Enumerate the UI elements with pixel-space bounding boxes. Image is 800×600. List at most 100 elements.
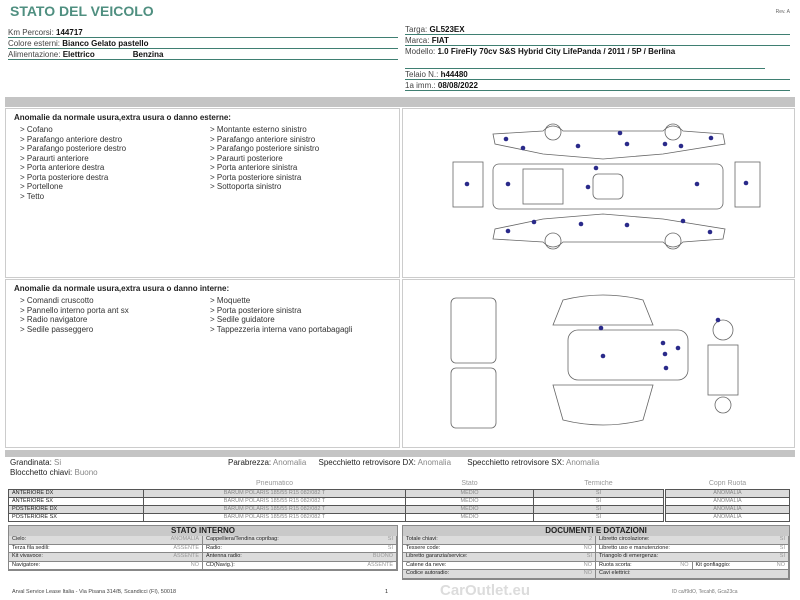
page-number: 1 xyxy=(385,589,389,595)
kv-label: Antenna radio: xyxy=(206,553,242,559)
kv-label: Catene da neve: xyxy=(406,561,447,568)
damage-marker xyxy=(680,218,686,224)
damage-item: > Parafango anteriore destro xyxy=(20,134,123,144)
damage-marker xyxy=(624,222,630,228)
vehicle-info-right: Targa: GL523EX Marca: FIAT Modello: 1.0 … xyxy=(405,24,790,91)
tyre-position: ANTERIORE SX xyxy=(8,496,144,506)
wheel-cover-status: ANOMALIA xyxy=(665,504,790,514)
tyre-position: POSTERIORE DX xyxy=(8,504,144,514)
mirror-dx-value: Anomalia xyxy=(417,458,452,467)
kv-value: NO xyxy=(680,561,689,568)
kv-label: Triangolo di emergenza: xyxy=(599,553,659,559)
damage-item: > Paraurti anteriore xyxy=(20,153,89,163)
fuel-value: Elettrico xyxy=(62,50,95,59)
tyre-position: ANTERIORE DX xyxy=(8,488,144,498)
stato-interno-title: STATO INTERNO xyxy=(9,526,397,536)
damage-marker xyxy=(578,221,584,227)
kv-label: Libretto garanzia/service: xyxy=(406,553,468,559)
kv-value: NO xyxy=(776,561,785,568)
exterior-diagram xyxy=(402,108,795,278)
kv-cell: Navigatore: NO xyxy=(9,561,203,569)
kv-value: SI xyxy=(586,553,592,559)
damage-marker xyxy=(585,184,591,190)
kv-value: NO xyxy=(583,544,592,551)
kv-value: NO xyxy=(583,570,592,576)
kv-row: Catene da neve: NO Ruota scorta: NO Kit gonf… xyxy=(403,561,789,570)
model-row: Modello: 1.0 FireFly 70cv S&S Hybrid Cit… xyxy=(405,46,765,69)
vehicle-info-left: Km Percorsi: 144717 Colore esterni: Bian… xyxy=(8,27,398,60)
kv-row: Totale chiavi: 2 Libretto circolazione: SI xyxy=(403,536,789,545)
watermark-logo: CarOutlet.eu xyxy=(440,582,531,599)
damage-marker xyxy=(464,181,470,187)
registration-value: 08/08/2022 xyxy=(437,81,478,90)
tyre-winter: SI xyxy=(533,496,664,506)
damage-marker xyxy=(617,130,623,136)
damage-item: > Parafango posteriore sinistro xyxy=(210,144,320,153)
damage-item: > Porta posteriore destra xyxy=(20,172,109,182)
fuel-row: Alimentazione: Elettrico Benzina xyxy=(8,49,398,60)
page-title: STATO DEL VEICOLO xyxy=(10,3,154,19)
kv-label: Tessere code: xyxy=(406,544,441,551)
documenti-dotazioni: DOCUMENTI E DOTAZIONI Totale chiavi: 2 Lib… xyxy=(402,525,790,580)
damage-marker xyxy=(505,228,511,234)
glass-mirror-status: Parabrezza: Anomalia Specchietto retrovi… xyxy=(228,458,599,468)
kv-cell: Libretto circolazione: SI xyxy=(596,536,789,544)
kv-label: Kit gonfiaggio: xyxy=(695,561,731,568)
car-interior-diagram xyxy=(450,294,739,429)
damage-marker xyxy=(662,351,668,357)
stato-interno: STATO INTERNO Cielo: ANOMALIA Cappelliera/… xyxy=(8,525,398,571)
kv-cell: Cavi elettrici: xyxy=(596,570,789,578)
wheel-cover-status: ANOMALIA xyxy=(665,496,790,506)
interior-title: Anomalie da normale usura,extra usura o … xyxy=(14,284,230,293)
revision: Rev. A xyxy=(775,9,790,15)
kv-label: Libretto circolazione: xyxy=(599,536,650,542)
tyre-condition: MEDIO xyxy=(405,512,534,522)
label: Parabrezza: xyxy=(228,458,272,467)
kv-value: SI xyxy=(387,536,393,542)
kv-label: Terza fila sedili: xyxy=(12,544,50,551)
damage-item: > Tetto xyxy=(20,191,45,201)
kv-label: CD(Navig.): xyxy=(206,561,235,568)
damage-marker xyxy=(694,181,700,187)
tyre-model: BARUM POLARIS 185/55 R15 082/082 T xyxy=(143,504,406,514)
exterior-title: Anomalie da normale usura,extra usura o … xyxy=(14,113,231,122)
wheel-cover-table: Copri Ruota ANOMALIA ANOMALIA ANOMALIA ANOM… xyxy=(665,480,790,522)
kv-label: Cavi elettrici: xyxy=(599,570,631,576)
tyre-row: ANTERIORE DX BARUM POLARIS 185/55 R15 082… xyxy=(8,488,664,498)
damage-marker xyxy=(503,136,509,142)
kv-cell: Triangolo di emergenza: SI xyxy=(596,553,789,561)
exterior-damage-list: Anomalie da normale usura,extra usura o … xyxy=(5,108,400,278)
damage-marker xyxy=(600,353,606,359)
kv-value: BUONO xyxy=(372,553,393,559)
kv-label: Ruota scorta: xyxy=(599,561,632,568)
damage-marker xyxy=(663,365,669,371)
kv-cell: Kit vivavoce: ASSENTE xyxy=(9,553,203,561)
hail-keys-status: Grandinata: Si Blocchetto chiavi: Buono xyxy=(10,458,98,478)
exterior-col-1: > Cofano > Parafango anteriore destro > Pa… xyxy=(20,125,210,201)
damage-item: > Porta posteriore sinistra xyxy=(210,172,302,182)
hail-value: Si xyxy=(54,458,62,467)
kv-label: Codice autoradio: xyxy=(406,570,450,576)
kv-value: SI xyxy=(779,553,785,559)
damage-item: > Comandi cruscotto xyxy=(20,296,94,305)
kv-label: Cappelliera/Tendina copribag: xyxy=(206,536,279,542)
model-value: 1.0 FireFly 70cv S&S Hybrid City LifePan… xyxy=(437,47,676,56)
label: Specchietto retrovisore DX: xyxy=(318,458,416,467)
kv-row: Codice autoradio: NO Cavi elettrici: xyxy=(403,570,789,579)
wheel-cover-status: ANOMALIA xyxy=(665,488,790,498)
damage-marker xyxy=(520,145,526,151)
kv-cell: Totale chiavi: 2 xyxy=(403,536,596,544)
label: 1a imm.: xyxy=(405,81,436,90)
label: Targa: xyxy=(405,25,428,34)
kv-cell: Libretto uso e manutenzione: SI xyxy=(596,544,789,552)
kv-row: Cielo: ANOMALIA Cappelliera/Tendina coprib… xyxy=(9,536,397,545)
damage-item: > Sottoporta sinistro xyxy=(210,182,282,191)
fuel-value-2: Benzina xyxy=(132,50,164,59)
wheel-cover-row: ANOMALIA xyxy=(665,504,790,514)
damage-marker xyxy=(678,143,684,149)
kv-cell: Cielo: ANOMALIA xyxy=(9,536,203,544)
damage-marker xyxy=(593,165,599,171)
section-divider xyxy=(5,450,795,457)
interior-diagram xyxy=(402,279,795,448)
interior-col-2: > Moquette > Porta posteriore sinistra > S… xyxy=(210,296,400,334)
